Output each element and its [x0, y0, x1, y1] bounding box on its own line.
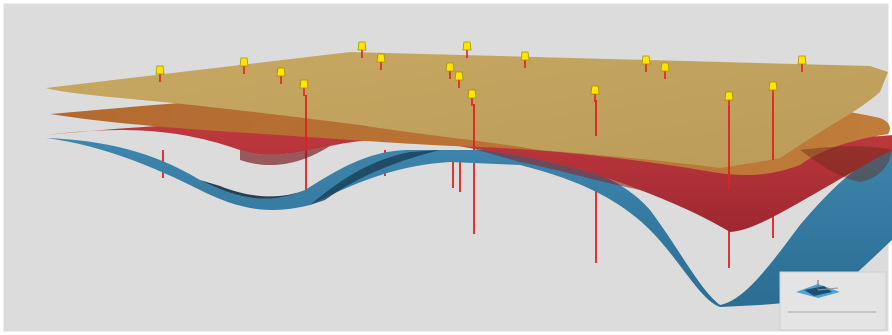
well-top-marker[interactable]	[299, 79, 309, 96]
axis-orientation-icon	[796, 280, 840, 298]
well-top-marker[interactable]	[155, 65, 165, 82]
well-top-marker[interactable]	[797, 55, 807, 72]
well-top-marker[interactable]	[660, 62, 670, 79]
orientation-widget[interactable]	[779, 271, 887, 331]
well-top-marker[interactable]	[276, 67, 286, 84]
well-paths-shallow	[305, 95, 774, 190]
well-top-marker[interactable]	[768, 81, 778, 98]
well-top-marker[interactable]	[357, 41, 367, 58]
well-top-marker[interactable]	[520, 51, 530, 68]
well-top-marker[interactable]	[239, 57, 249, 74]
well-top-marker[interactable]	[376, 53, 386, 70]
well-top-marker[interactable]	[641, 55, 651, 72]
well-top-marker[interactable]	[462, 41, 472, 58]
well-top-marker[interactable]	[724, 91, 734, 108]
well-top-marker[interactable]	[445, 62, 455, 79]
well-top-markers	[155, 41, 807, 108]
orientation-widget-frame	[779, 271, 887, 331]
top-horizon-surface	[46, 52, 888, 168]
well-top-marker[interactable]	[590, 85, 600, 102]
well-top-marker[interactable]	[467, 89, 477, 106]
base-horizon-surface	[46, 138, 892, 307]
well-top-marker[interactable]	[454, 71, 464, 88]
